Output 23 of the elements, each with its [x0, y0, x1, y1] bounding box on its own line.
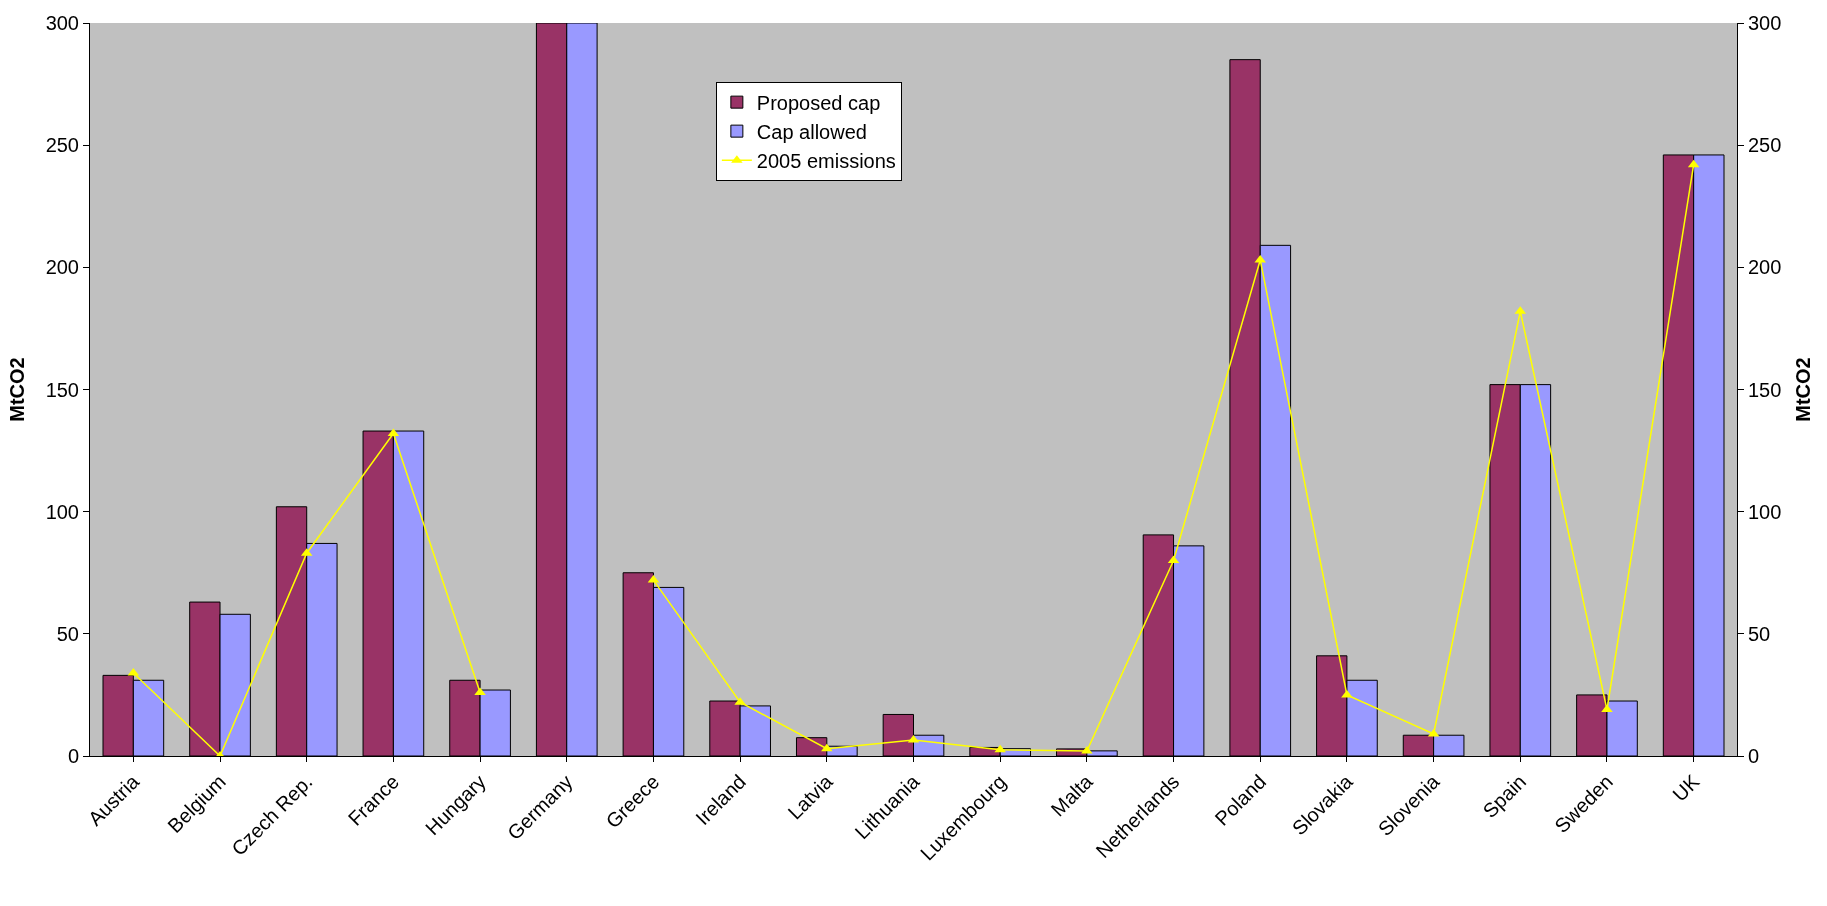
legend-label: 2005 emissions	[756, 149, 896, 172]
y2-tick-label: 200	[1748, 256, 1782, 279]
y2-tick-label: 250	[1748, 134, 1782, 157]
y-tick-label: 100	[45, 500, 79, 523]
y2-tick-label: 150	[1748, 378, 1782, 401]
legend-label: Cap allowed	[756, 120, 867, 143]
y2-tick-label: 100	[1748, 500, 1782, 523]
y-tick-label: 300	[45, 12, 79, 34]
y-tick-label: 250	[45, 134, 79, 157]
y-tick-label: 200	[45, 256, 79, 279]
y2-tick-label: 50	[1748, 622, 1771, 645]
y-tick-label: 50	[56, 622, 79, 645]
point	[994, 744, 1006, 753]
x-tick-label: UK	[1668, 769, 1705, 806]
point	[821, 743, 833, 752]
legend-label: Proposed cap	[756, 91, 881, 114]
y2-tick-label: 0	[1748, 745, 1760, 767]
y-tick-label: 150	[45, 378, 79, 401]
y2-tick-label: 300	[1748, 12, 1782, 34]
point	[1601, 704, 1613, 713]
y-axis-title: MtCO2	[6, 357, 29, 422]
y2-axis-title: MtCO2	[1791, 357, 1814, 422]
y-tick-label: 0	[67, 745, 79, 767]
